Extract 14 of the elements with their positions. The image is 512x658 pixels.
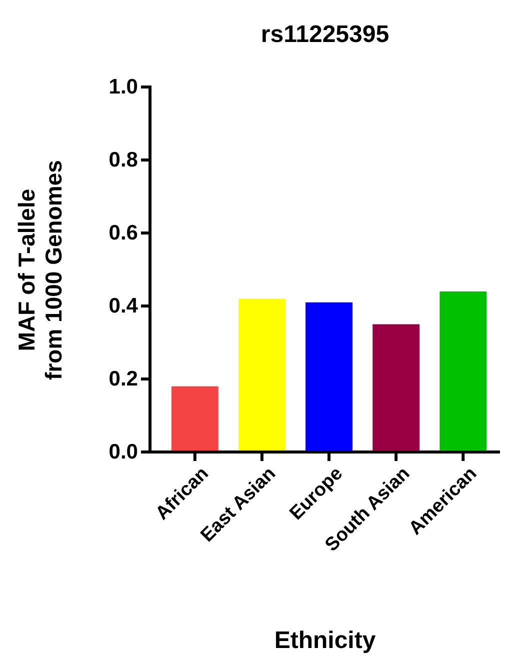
y-tick-label: 0.8 [108, 148, 138, 172]
bar [372, 324, 420, 452]
y-axis-title: MAF of T-allele from 1000 Genomes [14, 160, 66, 380]
y-tick-label: 0.4 [108, 294, 138, 318]
bar [171, 386, 218, 452]
y-tick-label: 0.6 [108, 222, 138, 245]
bar [306, 302, 352, 452]
y-tick-label: 1.0 [108, 76, 138, 99]
x-axis-title: Ethnicity [274, 627, 376, 654]
y-tick-label: 0.0 [108, 440, 138, 464]
bar [440, 291, 487, 452]
y-tick-label: 0.2 [108, 368, 138, 391]
bar [238, 298, 286, 452]
chart-title: rs11225395 [260, 21, 390, 48]
